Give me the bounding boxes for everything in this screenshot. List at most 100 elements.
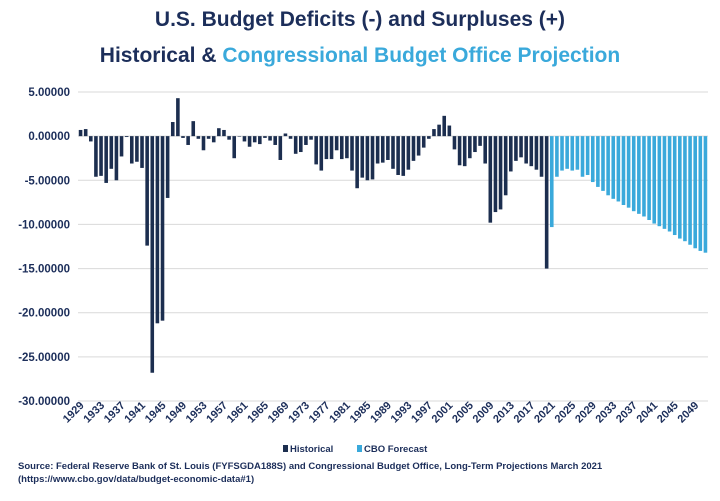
historical-bar — [247, 136, 252, 147]
historical-bar — [534, 136, 539, 170]
legend-label: CBO Forecast — [364, 444, 428, 455]
x-tick-label: 1945 — [143, 400, 169, 426]
historical-bar — [155, 136, 160, 324]
historical-bar — [539, 136, 544, 177]
historical-bar — [191, 121, 196, 137]
y-tick-label: 0.00000 — [28, 131, 70, 143]
historical-bar — [283, 133, 288, 137]
forecast-bar — [611, 136, 616, 199]
historical-bar — [350, 136, 354, 171]
historical-bar — [329, 136, 334, 160]
forecast-bar — [678, 136, 682, 239]
forecast-bar — [565, 136, 569, 169]
historical-bar — [391, 136, 395, 169]
historical-bar — [380, 136, 385, 163]
y-tick-label: -5.00000 — [25, 175, 70, 187]
x-tick-label: 1985 — [348, 400, 374, 426]
historical-bar — [293, 136, 298, 154]
x-tick-label: 2029 — [573, 400, 599, 426]
forecast-bar — [580, 136, 585, 177]
historical-bar — [227, 136, 231, 140]
historical-bar — [319, 136, 324, 171]
historical-bar — [498, 136, 503, 210]
historical-bar — [314, 136, 318, 165]
historical-bar — [432, 129, 436, 137]
historical-bar — [334, 136, 339, 151]
historical-bar — [196, 136, 201, 139]
x-tick-label: 1981 — [327, 400, 353, 426]
historical-bar — [411, 136, 416, 161]
historical-bar — [165, 136, 170, 198]
forecast-bar — [652, 136, 657, 224]
x-tick-label: 1989 — [368, 400, 394, 426]
historical-bar — [119, 136, 124, 157]
historical-bar — [268, 136, 272, 141]
x-tick-label: 1953 — [184, 400, 210, 426]
historical-bar — [242, 136, 247, 142]
historical-bar — [544, 136, 549, 269]
historical-bar — [263, 136, 267, 138]
historical-bar — [124, 136, 129, 138]
x-tick-label: 2049 — [676, 400, 702, 426]
historical-bar — [462, 136, 467, 167]
historical-bar — [493, 136, 498, 213]
forecast-bar — [637, 136, 641, 214]
legend-swatch-forecast — [357, 445, 362, 452]
forecast-bar — [703, 136, 708, 253]
historical-bar — [104, 136, 108, 183]
x-tick-label: 1937 — [102, 400, 128, 426]
x-tick-label: 2041 — [635, 400, 661, 426]
historical-bar — [406, 136, 411, 170]
y-tick-label: -15.00000 — [18, 264, 70, 276]
x-tick-label: 1965 — [245, 400, 271, 426]
x-tick-label: 2037 — [614, 400, 640, 426]
x-tick-label: 2017 — [512, 400, 538, 426]
historical-bar — [488, 136, 493, 223]
historical-bar — [150, 136, 155, 373]
historical-bar — [252, 136, 257, 143]
legend-swatch-historical — [283, 445, 288, 452]
historical-bar — [217, 128, 221, 137]
historical-bar — [416, 136, 421, 156]
y-tick-label: -20.00000 — [18, 308, 70, 320]
historical-bar — [94, 136, 98, 177]
x-tick-label: 2021 — [532, 400, 558, 426]
forecast-bar — [631, 136, 636, 212]
forecast-bar — [555, 136, 559, 177]
historical-bar — [304, 136, 308, 145]
forecast-bar — [662, 136, 667, 229]
historical-bar — [473, 136, 477, 153]
forecast-bar — [616, 136, 621, 202]
historical-bar — [222, 129, 226, 137]
historical-bar — [145, 136, 149, 246]
forecast-bar — [590, 136, 595, 183]
forecast-bar — [570, 136, 575, 171]
legend-label: Historical — [290, 444, 333, 455]
forecast-bar — [683, 136, 687, 242]
forecast-bar — [549, 136, 554, 228]
historical-bar — [519, 136, 523, 158]
source-note: Source: Federal Reserve Bank of St. Loui… — [18, 460, 602, 486]
historical-bar — [309, 136, 313, 140]
historical-bar — [421, 136, 426, 148]
historical-bar — [514, 136, 518, 161]
historical-bar — [232, 136, 237, 159]
forecast-bar — [693, 136, 697, 249]
forecast-bar — [560, 136, 564, 171]
historical-bar — [339, 136, 344, 160]
x-tick-label: 1961 — [225, 400, 251, 426]
historical-bar — [140, 136, 144, 168]
y-tick-label: -30.00000 — [18, 396, 70, 408]
historical-bar — [99, 136, 103, 176]
x-tick-label: 1941 — [122, 400, 148, 426]
historical-bar — [360, 136, 365, 178]
source-line-1: Source: Federal Reserve Bank of St. Loui… — [18, 461, 603, 472]
historical-bar — [288, 136, 293, 139]
forecast-bar — [621, 136, 626, 206]
historical-bar — [181, 136, 185, 138]
historical-bar — [273, 136, 277, 145]
source-line-2: (https://www.cbo.gov/data/budget-economi… — [18, 474, 255, 485]
historical-bar — [529, 136, 534, 167]
historical-bar — [109, 136, 114, 169]
x-tick-label: 1949 — [163, 400, 189, 426]
